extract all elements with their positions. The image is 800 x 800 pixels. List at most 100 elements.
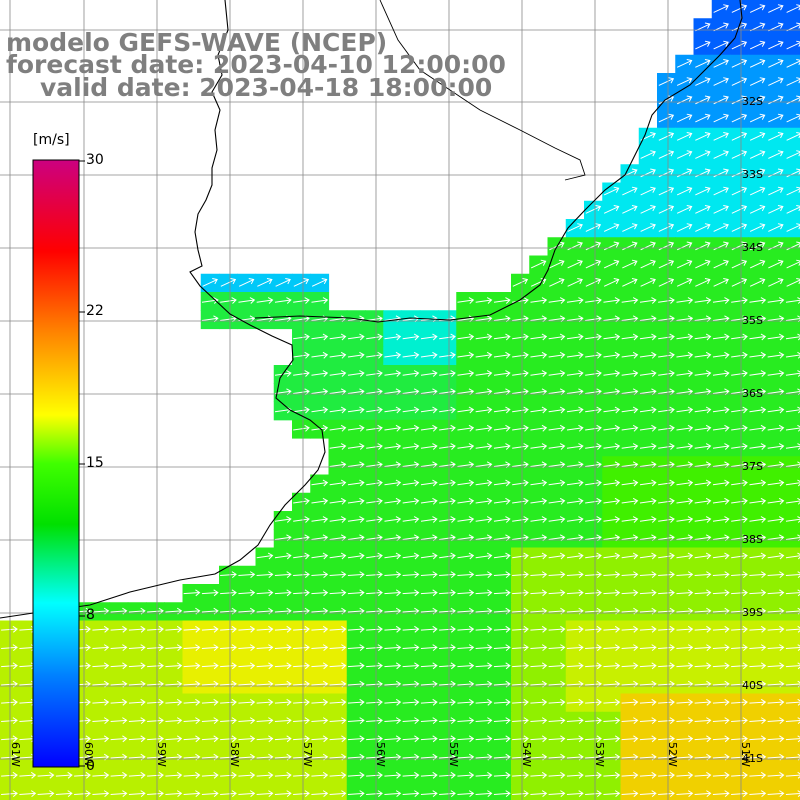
wind-arrow (512, 333, 529, 341)
wind-arrow (293, 735, 310, 743)
wind-arrow (165, 735, 183, 743)
wind-arrow (530, 497, 548, 505)
wind-arrow (749, 132, 766, 141)
wind-arrow (256, 571, 274, 578)
wind-arrow (785, 370, 800, 377)
wind-arrow (749, 662, 767, 670)
wind-arrow (658, 259, 675, 269)
wind-arrow (731, 424, 748, 432)
wind-arrow (566, 370, 584, 377)
wind-arrow (621, 552, 639, 560)
wind-arrow (220, 698, 237, 706)
wind-arrow (768, 59, 784, 68)
wind-arrow (128, 735, 146, 743)
wind-arrow (712, 351, 730, 359)
wind-arrow (767, 644, 785, 651)
wind-arrow (439, 497, 456, 505)
wind-arrow (676, 333, 694, 341)
wind-arrow (457, 644, 475, 651)
wind-arrow (402, 662, 420, 670)
wind-arrow (712, 497, 730, 505)
wind-arrow (366, 662, 383, 670)
wind-arrow (530, 735, 548, 743)
wind-arrow (256, 644, 274, 651)
wind-arrow (585, 333, 602, 341)
wind-arrow (402, 571, 420, 578)
wind-arrow (347, 589, 365, 597)
wind-arrow (639, 698, 657, 706)
wind-arrow (329, 790, 347, 797)
wind-arrow (767, 351, 785, 359)
wind-arrow (621, 698, 639, 706)
wind-arrow (530, 698, 548, 706)
wind-arrow (749, 223, 766, 232)
wind-arrow (329, 625, 347, 633)
wind-arrow (512, 790, 529, 797)
wind-arrow (731, 223, 748, 232)
wind-arrow (548, 297, 566, 304)
wind-arrow (256, 297, 274, 304)
wind-arrow (183, 589, 201, 597)
wind-arrow (566, 571, 584, 578)
wind-arrow (220, 771, 237, 779)
wind-arrow (329, 552, 347, 560)
wind-arrow (92, 625, 110, 633)
wind-arrow (694, 790, 712, 797)
wind-arrow (347, 771, 365, 779)
wind-arrow (220, 644, 237, 651)
wind-arrow (548, 771, 566, 779)
wind-arrow (420, 351, 438, 359)
wind-arrow (366, 424, 383, 432)
uruguay-border (379, 0, 586, 181)
wind-arrow (639, 424, 657, 432)
wind-arrow (640, 150, 656, 159)
wind-arrow (640, 186, 656, 196)
wind-arrow (731, 186, 748, 196)
wind-arrow (420, 552, 438, 560)
wind-arrow (639, 644, 657, 651)
wind-arrow (731, 333, 748, 341)
wind-arrow (202, 278, 218, 287)
wind-arrow (457, 589, 475, 597)
wind-arrow (676, 77, 693, 86)
wind-arrow (293, 589, 310, 597)
wind-arrow (92, 644, 110, 651)
wind-arrow (712, 771, 730, 779)
wind-arrow (274, 589, 292, 597)
wind-arrow (457, 571, 475, 578)
wind-arrow (37, 771, 55, 779)
wind-arrow (622, 241, 638, 251)
wind-arrow (695, 77, 711, 86)
wind-arrow (110, 771, 128, 779)
wind-arrow (585, 370, 602, 377)
wind-arrow (658, 571, 675, 578)
wind-arrow (512, 662, 529, 670)
wind-arrow (493, 552, 511, 560)
colorbar-label-22: 22 (86, 303, 104, 319)
wind-arrow (128, 625, 146, 633)
lon-label-54w: 54W (520, 742, 533, 767)
wind-arrow (311, 516, 329, 523)
wind-arrow (658, 698, 675, 706)
wind-arrow (694, 443, 712, 450)
wind-arrow (585, 259, 602, 269)
wind-arrow (566, 351, 584, 359)
wind-arrow (749, 771, 767, 779)
wind-arrow (293, 662, 310, 670)
wind-arrow (1, 698, 18, 706)
lat-label-33s: 33S (742, 168, 763, 181)
wind-arrow (384, 406, 402, 414)
wind-arrow (749, 698, 767, 706)
wind-arrow (566, 625, 584, 633)
wind-arrow (347, 644, 365, 651)
wind-arrow (274, 571, 292, 578)
wind-arrow (311, 625, 329, 633)
wind-arrow (767, 479, 785, 487)
wind-arrow (311, 644, 329, 651)
wind-arrow (768, 259, 784, 269)
wind-arrow (603, 406, 621, 414)
wind-arrow (293, 790, 310, 797)
wind-arrow (694, 717, 712, 724)
wind-arrow (347, 443, 365, 450)
wind-arrow (603, 259, 620, 269)
